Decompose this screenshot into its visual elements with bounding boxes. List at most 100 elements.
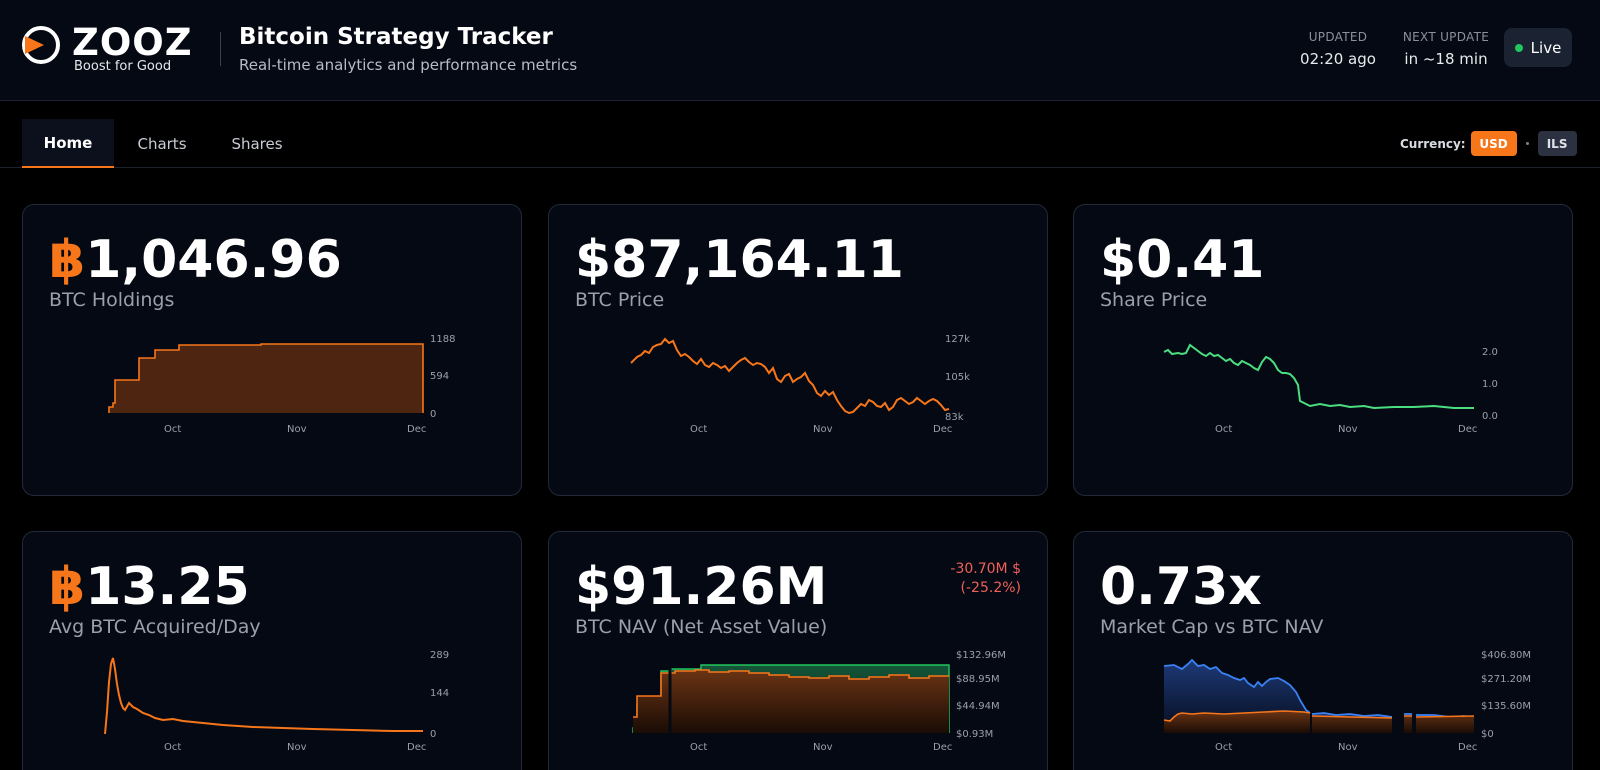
y-tick: 0	[430, 729, 436, 740]
live-dot-icon	[1514, 43, 1523, 52]
mcap-orange-area	[1164, 711, 1474, 733]
btc-nav-label: BTC NAV (Net Asset Value)	[575, 616, 828, 638]
share-price-line	[1163, 343, 1474, 410]
btc-holdings-amount: 1,046.96	[85, 230, 342, 290]
live-badge[interactable]: Live	[1504, 28, 1572, 67]
x-tick: Dec	[407, 424, 426, 435]
x-tick: Nov	[1338, 424, 1358, 435]
btc-holdings-area	[109, 344, 423, 413]
x-tick: Dec	[1458, 742, 1477, 753]
page-title: Bitcoin Strategy Tracker	[239, 24, 553, 50]
live-label: Live	[1530, 38, 1562, 57]
btc-holdings-value: ฿1,046.96	[49, 227, 342, 293]
share-price-chart: 2.0 1.0 0.0 Oct Nov Dec	[1163, 343, 1498, 435]
y-tick: $0.93M	[956, 729, 993, 740]
next-update-value: in ~18 min	[1404, 50, 1488, 68]
y-tick: $88.95M	[956, 674, 1000, 685]
currency-ils-button[interactable]: ILS	[1537, 131, 1577, 156]
nav-orange-line	[633, 669, 949, 718]
y-tick: $135.60M	[1481, 701, 1531, 712]
y-tick: $44.94M	[956, 701, 1000, 712]
zooz-logo-icon	[22, 26, 60, 64]
avg-btc-label: Avg BTC Acquired/Day	[49, 616, 261, 638]
avg-btc-card: ฿13.25 Avg BTC Acquired/Day 289 144 0 Oc…	[22, 531, 522, 770]
btc-price-line	[630, 337, 950, 415]
y-tick: 594	[430, 371, 449, 382]
next-update-label: NEXT UPDATE	[1402, 30, 1490, 44]
updated-status: UPDATED 02:20 ago	[1298, 30, 1378, 68]
btc-nav-card: $91.26M -30.70M $ (-25.2%) BTC NAV (Net …	[548, 531, 1048, 770]
nav-orange-area	[633, 670, 949, 733]
y-tick: $271.20M	[1481, 674, 1531, 685]
x-tick: Oct	[690, 742, 707, 753]
avg-btc-amount: 13.25	[85, 557, 250, 617]
brand-name: ZOOZ	[72, 21, 193, 64]
header-divider	[220, 32, 221, 66]
tab-shares[interactable]: Shares	[231, 134, 283, 153]
btc-nav-chart: $132.96M $88.95M $44.94M $0.93M Oct Nov …	[632, 650, 1006, 753]
btc-holdings-card: ฿1,046.96 BTC Holdings 1188 594 0 Oct No…	[22, 204, 522, 496]
share-price-value: $0.41	[1100, 230, 1265, 290]
y-tick: $132.96M	[956, 650, 1006, 661]
avg-btc-chart: 289 144 0 Oct Nov Dec	[104, 650, 449, 753]
tab-charts[interactable]: Charts	[137, 134, 187, 153]
btc-nav-delta-value: -30.70M $	[950, 561, 1021, 577]
tab-home[interactable]: Home	[22, 119, 114, 168]
y-tick: 289	[430, 650, 449, 661]
mcap-vs-nav-chart: $406.80M $271.20M $135.60M $0 Oct Nov De…	[1163, 650, 1531, 753]
mcap-ratio-label: Market Cap vs BTC NAV	[1100, 616, 1324, 638]
x-tick: Dec	[933, 424, 952, 435]
btc-price-label: BTC Price	[575, 289, 665, 311]
x-tick: Dec	[1458, 424, 1477, 435]
updated-value: 02:20 ago	[1300, 50, 1376, 68]
y-tick: 1188	[430, 334, 455, 345]
y-tick: 83k	[945, 412, 964, 423]
y-tick: 0.0	[1482, 411, 1498, 422]
x-tick: Oct	[1215, 424, 1232, 435]
x-tick: Nov	[287, 424, 307, 435]
currency-selector: Currency: USD ILS	[1400, 131, 1577, 156]
x-tick: Dec	[933, 742, 952, 753]
y-tick: 105k	[945, 372, 970, 383]
btc-holdings-label: BTC Holdings	[49, 289, 175, 311]
mcap-blue-line	[1163, 658, 1311, 714]
bitcoin-symbol-icon: ฿	[49, 230, 86, 290]
avg-btc-value: ฿13.25	[49, 554, 250, 620]
page-subtitle: Real-time analytics and performance metr…	[239, 56, 578, 74]
updated-label: UPDATED	[1308, 30, 1368, 44]
x-tick: Oct	[164, 424, 181, 435]
x-tick: Oct	[1215, 742, 1232, 753]
app-header: ZOOZ Boost for Good Bitcoin Strategy Tra…	[0, 0, 1600, 101]
y-tick: $0	[1481, 729, 1494, 740]
btc-price-card: $87,164.11 BTC Price 127k 105k 83k Oct N…	[548, 204, 1048, 496]
y-tick: 0	[430, 409, 436, 420]
currency-label: Currency:	[1400, 136, 1466, 151]
y-tick: 144	[430, 688, 449, 699]
avg-btc-line	[104, 657, 423, 735]
brand-tagline: Boost for Good	[74, 59, 172, 74]
x-tick: Nov	[287, 742, 307, 753]
mcap-ratio-value: 0.73x	[1100, 557, 1262, 617]
share-price-label: Share Price	[1100, 289, 1208, 311]
next-update-status: NEXT UPDATE in ~18 min	[1398, 30, 1494, 68]
x-tick: Dec	[407, 742, 426, 753]
currency-separator	[1525, 142, 1529, 145]
x-tick: Nov	[813, 742, 833, 753]
y-tick: 2.0	[1482, 347, 1498, 358]
btc-holdings-chart: 1188 594 0 Oct Nov Dec	[108, 334, 455, 435]
x-tick: Nov	[813, 424, 833, 435]
y-tick: $406.80M	[1481, 650, 1531, 661]
btc-price-value: $87,164.11	[575, 230, 904, 290]
x-tick: Oct	[164, 742, 181, 753]
mcap-orange-line	[1163, 710, 1475, 722]
x-tick: Nov	[1338, 742, 1358, 753]
currency-usd-button[interactable]: USD	[1470, 131, 1517, 156]
share-price-card: $0.41 Share Price 2.0 1.0 0.0 Oct Nov De…	[1073, 204, 1573, 496]
x-tick: Oct	[690, 424, 707, 435]
btc-nav-value: $91.26M	[575, 557, 828, 617]
y-tick: 127k	[945, 334, 970, 345]
bitcoin-symbol-icon: ฿	[49, 557, 86, 617]
brand-logo[interactable]: ZOOZ Boost for Good	[22, 21, 202, 75]
mcap-vs-nav-card: 0.73x Market Cap vs BTC NAV $406.80M $27…	[1073, 531, 1573, 770]
btc-price-chart: 127k 105k 83k Oct Nov Dec	[630, 334, 970, 435]
